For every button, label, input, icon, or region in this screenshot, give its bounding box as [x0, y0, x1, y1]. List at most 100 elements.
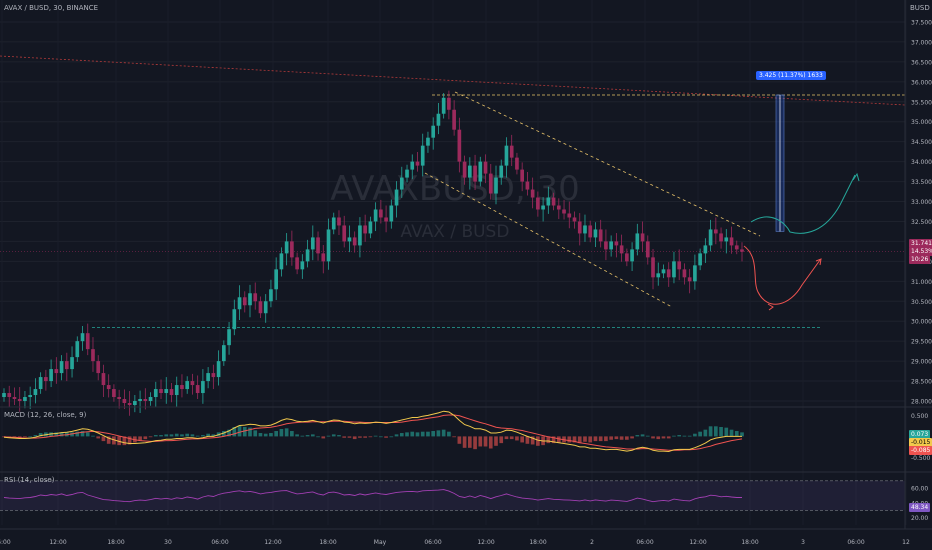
macd-histogram-bar	[415, 432, 420, 437]
rsi-value-tag: 48.34	[909, 503, 931, 512]
candle-body	[64, 361, 69, 370]
countdown-tag: 10:26	[909, 255, 931, 264]
macd-histogram-bar	[80, 431, 85, 437]
candle-body	[127, 403, 132, 405]
candle-body	[672, 261, 676, 278]
candle-body	[625, 253, 629, 262]
candle-body	[536, 197, 540, 210]
candle-body	[431, 125, 436, 138]
macd-histogram-bar	[206, 433, 210, 437]
macd-histogram-bar	[112, 436, 116, 445]
macd-histogram-bar	[693, 433, 697, 437]
x-tick-label: 2	[590, 539, 594, 546]
candle-body	[630, 249, 634, 262]
x-tick-label: 18:00	[529, 539, 546, 546]
macd-axis-label: -0.500	[911, 455, 931, 462]
bullish-arrowhead	[852, 172, 860, 182]
candle-body	[441, 97, 446, 114]
time-axis[interactable]: 06:00 12:00 18:00 30 06:00 12:00 18:00 May 06:00…	[0, 528, 932, 546]
macd-histogram-bar	[567, 436, 572, 443]
macd-histogram-bar	[363, 436, 367, 438]
x-tick-label: 12:00	[477, 539, 494, 546]
candle-body	[567, 213, 572, 218]
candle-body	[426, 137, 430, 146]
candle-body	[368, 221, 373, 234]
rsi-label[interactable]: RSI (14, close)	[4, 476, 55, 484]
macd-histogram-bar	[509, 436, 514, 440]
candle-body	[7, 393, 12, 398]
x-tick-label: 18:00	[319, 539, 336, 546]
x-tick-label: 06:00	[211, 539, 228, 546]
macd-histogram-bar	[504, 436, 509, 440]
candle-body	[645, 241, 650, 258]
macd-histogram-bar	[630, 436, 634, 439]
macd-histogram-bar	[473, 436, 477, 450]
candle-body	[724, 237, 729, 242]
macd-histogram-bar	[331, 434, 336, 437]
macd-histogram-bar	[347, 436, 352, 438]
y-tick-label: 36.500	[911, 59, 932, 66]
y-tick-label: 36.000	[911, 79, 932, 86]
candle-body	[180, 385, 184, 390]
macd-histogram-bar	[379, 436, 383, 438]
macd-histogram-bar	[237, 425, 242, 437]
macd-histogram-bar	[467, 436, 472, 448]
macd-label[interactable]: MACD (12, 26, close, 9)	[4, 411, 87, 419]
candle-body	[101, 373, 106, 386]
candle-body	[164, 389, 169, 394]
macd-histogram-bar	[138, 436, 142, 441]
candle-body	[713, 229, 718, 234]
candle-body	[138, 399, 142, 402]
macd-histogram-bar	[530, 436, 535, 445]
candle-body	[274, 269, 279, 290]
y-tick-label: 29.500	[911, 339, 932, 346]
y-tick-label: 35.000	[911, 119, 932, 126]
candle-body	[619, 245, 624, 254]
rsi-axis-label: 60.00	[911, 486, 928, 493]
macd-histogram-bar	[426, 431, 430, 437]
candle-body	[232, 309, 237, 330]
candle-body	[394, 189, 399, 206]
candle-body	[693, 265, 697, 282]
candle-body	[677, 261, 682, 270]
candle-body	[258, 301, 263, 314]
candle-body	[159, 389, 163, 394]
macd-histogram-bar	[483, 436, 488, 447]
drawings	[0, 55, 906, 328]
candle-body	[473, 165, 477, 182]
x-tick-label: 06:00	[847, 539, 864, 546]
macd-histogram-bar	[447, 431, 451, 437]
macd-histogram-bar	[604, 436, 608, 442]
bullish-projection	[750, 174, 856, 234]
candle-body	[44, 377, 48, 382]
macd-histogram-bar	[399, 433, 404, 437]
candle-body	[337, 217, 341, 226]
candle-body	[248, 293, 252, 306]
candle-body	[462, 161, 467, 178]
macd-histogram-bar	[316, 436, 320, 438]
macd-histogram-bar	[556, 436, 561, 443]
macd-histogram-bar	[609, 436, 613, 440]
x-tick-label: 30	[164, 539, 172, 546]
y-tick-label: 30.000	[911, 319, 932, 326]
candle-body	[263, 301, 268, 314]
candle-body	[96, 361, 101, 374]
macd-value-hist: 0.073	[909, 430, 931, 439]
x-tick-label: 12:00	[264, 539, 281, 546]
bearish-arrowhead	[815, 258, 822, 266]
macd-histogram-bar	[190, 434, 195, 437]
candle-body	[295, 257, 299, 270]
macd-histogram-bar	[719, 426, 723, 437]
macd-histogram-bar	[169, 434, 174, 437]
candle-body	[33, 389, 38, 396]
candle-body	[216, 361, 221, 378]
macd-histogram-bar	[122, 436, 127, 446]
candle-body	[488, 173, 493, 194]
macd-histogram-bar	[682, 435, 687, 437]
candle-body	[551, 197, 556, 206]
channel-lower	[424, 172, 673, 308]
candle-body	[541, 205, 545, 210]
